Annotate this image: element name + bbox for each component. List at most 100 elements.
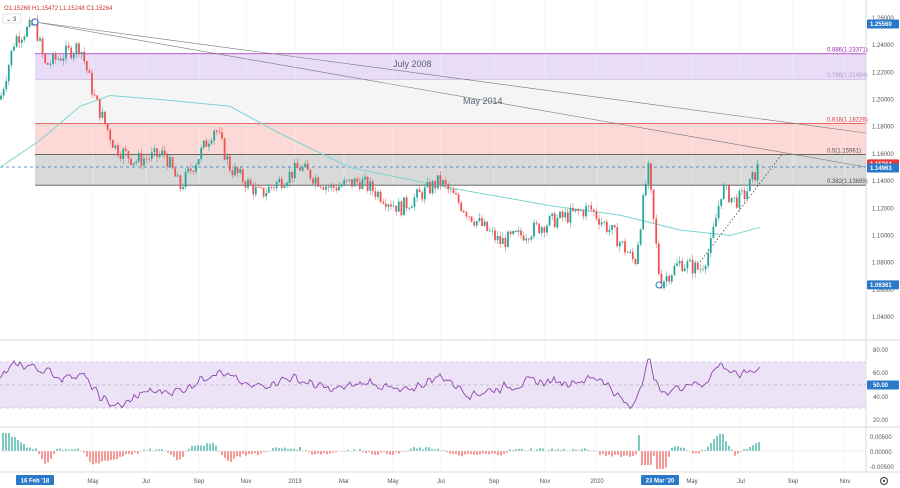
candle-body-336 (335, 187, 338, 191)
candle-body-97 (96, 95, 99, 100)
collapse-button[interactable]: ⌄ 3 (2, 13, 22, 24)
ao-bar-288 (287, 448, 289, 451)
rsi-tick-1: 60.00 (873, 371, 889, 377)
candle-body-217 (215, 130, 218, 132)
low-marker[interactable] (655, 281, 663, 289)
ao-bar-645 (644, 451, 646, 465)
ao-bar-348 (347, 449, 349, 451)
candle-body-576 (574, 209, 577, 212)
candle-body-264 (262, 187, 265, 197)
ao-bar-717 (716, 435, 718, 451)
ao-bar-159 (158, 449, 160, 451)
price-badge-label-3: 1.06361 (870, 283, 892, 289)
candle-body-516 (514, 230, 517, 232)
trendline-support (699, 153, 783, 263)
ao-bar-630 (629, 451, 631, 457)
ao-bar-267 (266, 451, 268, 453)
ao-bar-666 (665, 451, 667, 468)
ao-bar-744 (743, 448, 745, 451)
ao-bar-453 (452, 451, 454, 455)
ao-bar-687 (686, 450, 688, 451)
ao-bar-135 (134, 451, 136, 453)
candle-body-721 (720, 198, 723, 206)
ao-bar-582 (581, 449, 583, 451)
ao-bar-657 (656, 451, 658, 469)
candle-body-524 (522, 235, 525, 241)
candle-body-344 (343, 180, 346, 186)
ao-bar-576 (575, 449, 577, 451)
ao-bar-600 (599, 451, 601, 455)
candle-body-355 (353, 178, 356, 187)
ao-bar-384 (383, 451, 385, 453)
candle-body-136 (135, 161, 138, 163)
candle-body-716 (715, 218, 717, 227)
candle-body-560 (559, 211, 561, 219)
candle-body-105 (104, 111, 106, 124)
ao-bar-156 (155, 449, 157, 451)
candle-body-204 (202, 140, 205, 148)
ao-tick-1: 0.00000 (870, 450, 892, 456)
ao-bar-516 (515, 449, 517, 451)
ao-bar-471 (470, 451, 472, 455)
ao-bar-501 (500, 451, 502, 456)
candle-body-84 (83, 51, 86, 62)
candle-body-615 (613, 225, 616, 228)
candle-body-261 (260, 187, 262, 188)
ao-bar-360 (359, 448, 361, 451)
candle-body-604 (603, 221, 606, 223)
time-label-11: 2020 (590, 479, 604, 485)
candle-body-521 (520, 230, 522, 236)
ao-bar-363 (362, 451, 364, 453)
ao-bar-459 (458, 451, 460, 456)
ao-bar-588 (587, 449, 589, 451)
candle-body-287 (286, 183, 288, 187)
candle-body-693 (691, 259, 694, 274)
ao-bar-498 (497, 451, 499, 456)
price-tick-4: 1.18000 (872, 125, 894, 131)
candle-body-370 (369, 181, 372, 191)
ao-bar-12 (11, 436, 13, 451)
candle-body-108 (106, 123, 109, 130)
candle-body-557 (556, 218, 559, 228)
ao-bar-399 (398, 451, 400, 454)
candle-body-92 (91, 72, 93, 95)
candle-body-243 (241, 169, 244, 182)
ao-bar-294 (293, 448, 295, 451)
candle-body-191 (189, 168, 192, 171)
ao-bar-618 (617, 451, 619, 455)
candle-body-453 (452, 189, 455, 194)
price-axis[interactable]: 1.26000 1.24000 1.22000 1.20000 1.18000 1.160… (872, 16, 894, 321)
candle-body-586 (585, 206, 587, 217)
gear-icon[interactable] (879, 476, 889, 486)
ao-bar-9 (8, 433, 10, 451)
ao-bar-210 (209, 443, 211, 451)
candle-body-391 (390, 204, 392, 207)
ao-bar-45 (44, 451, 46, 464)
ao-bar-738 (737, 451, 739, 454)
candle-body-61 (59, 58, 62, 61)
price-tick-7: 1.12000 (872, 206, 894, 212)
ao-bar-204 (203, 445, 205, 451)
ao-bar-291 (290, 448, 292, 451)
ao-bar-621 (620, 451, 622, 457)
ao-bar-732 (731, 449, 733, 451)
candle-body-89 (88, 70, 91, 73)
candle-body-271 (270, 186, 273, 188)
ao-bar-405 (404, 451, 406, 452)
ao-bar-480 (479, 451, 481, 455)
ao-bar-627 (626, 451, 628, 456)
ao-bar-279 (278, 448, 280, 451)
ao-bar-663 (662, 451, 664, 469)
candle-body-295 (293, 162, 296, 179)
candle-body-729 (728, 184, 730, 203)
candle-body-4 (2, 89, 5, 96)
candle-body-518 (517, 230, 520, 232)
ao-bar-543 (542, 448, 544, 451)
price-tick-0: 1.26000 (872, 16, 894, 22)
candle-body-550 (548, 215, 551, 226)
high-marker[interactable] (31, 18, 39, 26)
time-label-17: Nov (840, 479, 851, 485)
candle-body-186 (184, 171, 187, 188)
time-axis[interactable]: 16 Feb '18 May Jul Sep Nov 2019 Mar May Jul Sep No… (16, 475, 850, 485)
candle-body-225 (223, 138, 226, 160)
